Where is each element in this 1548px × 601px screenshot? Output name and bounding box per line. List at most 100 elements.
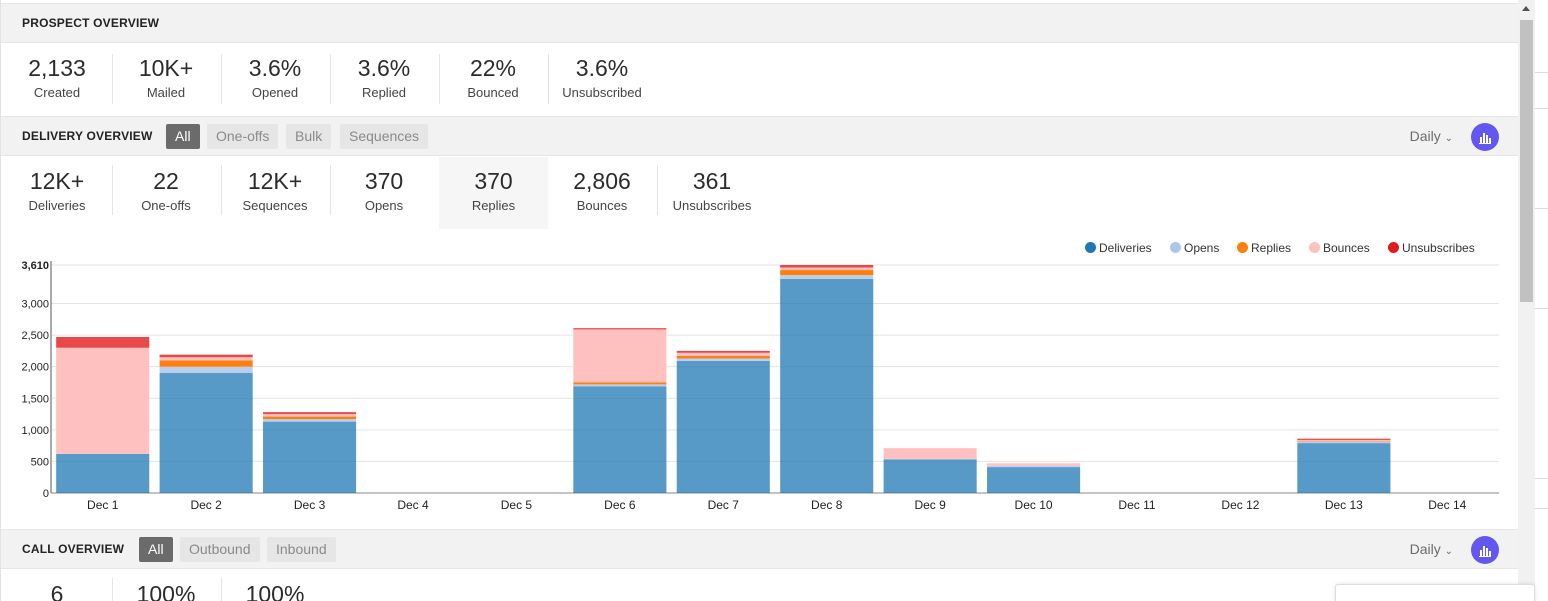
x-tick-label: Dec 5 xyxy=(501,498,533,512)
x-tick-label: Dec 3 xyxy=(294,498,326,512)
vertical-scrollbar[interactable] xyxy=(1518,0,1535,601)
divider xyxy=(112,165,113,215)
bar-segment-opens xyxy=(159,366,253,373)
bar-chart-icon[interactable] xyxy=(1471,536,1499,564)
x-tick-label: Dec 6 xyxy=(604,498,636,512)
stat-mailed[interactable]: 10K+ Mailed xyxy=(112,44,220,104)
legend-item-deliveries[interactable]: Deliveries xyxy=(1085,241,1152,255)
edge-line xyxy=(1535,508,1548,509)
bar-segment-deliveries xyxy=(159,373,253,493)
background-page-edge xyxy=(1535,0,1548,601)
period-label: Daily xyxy=(1409,541,1441,557)
stat-label: Bounced xyxy=(467,85,519,100)
stat-unsubscribed[interactable]: 3.6% Unsubscribed xyxy=(548,44,656,104)
bar-segment-opens xyxy=(1297,441,1391,444)
divider xyxy=(548,54,549,104)
y-tick-label: 0 xyxy=(43,488,49,500)
x-tick-label: Dec 12 xyxy=(1221,498,1259,512)
bar-segment-opens xyxy=(263,419,357,422)
stat-replies[interactable]: 370 Replies xyxy=(439,157,548,229)
bar-segment-bounces xyxy=(987,463,1081,466)
stat-value: 3.6% xyxy=(248,55,302,81)
bar-segment-bounces xyxy=(263,414,357,417)
stat-value: 22 xyxy=(153,168,179,194)
x-tick-label: Dec 11 xyxy=(1118,498,1155,512)
stat-bounces[interactable]: 2,806 Bounces xyxy=(548,157,656,217)
stat-label: Replies xyxy=(471,198,516,213)
legend-item-bounces[interactable]: Bounces xyxy=(1309,241,1370,255)
divider xyxy=(657,165,658,215)
stat-sequences[interactable]: 12K+ Sequences xyxy=(221,157,329,217)
stat-value: 100% xyxy=(245,581,305,601)
edge-line xyxy=(1535,72,1548,73)
divider xyxy=(330,165,331,215)
bar-segment-bounces xyxy=(1297,439,1391,442)
stat-label: One-offs xyxy=(141,198,191,213)
call-stat-1[interactable]: 6 xyxy=(3,570,111,601)
stat-label: Opens xyxy=(364,198,404,213)
period-dropdown[interactable]: Daily ⌄ xyxy=(1410,128,1453,144)
bar-segment-opens xyxy=(987,465,1081,468)
bar-segment-unsubscribes xyxy=(56,337,150,348)
divider xyxy=(221,165,222,215)
bar-segment-deliveries xyxy=(263,421,357,493)
call-filter-all-button[interactable]: All xyxy=(139,537,173,562)
bar-segment-deliveries xyxy=(987,467,1081,493)
call-filter-inbound-button[interactable]: Inbound xyxy=(267,537,336,562)
divider xyxy=(112,578,113,601)
stat-unsubscribes[interactable]: 361 Unsubscribes xyxy=(657,157,767,217)
filter-one-offs-button[interactable]: One-offs xyxy=(207,124,279,149)
legend-label: Opens xyxy=(1184,241,1220,255)
call-stat-3[interactable]: 100% xyxy=(221,570,329,601)
bar-segment-deliveries xyxy=(56,453,150,493)
legend-dot xyxy=(1237,242,1248,253)
x-tick-label: Dec 7 xyxy=(708,498,740,512)
bar-segment-bounces xyxy=(159,357,253,361)
stat-deliveries[interactable]: 12K+ Deliveries xyxy=(3,157,111,217)
stat-one-offs[interactable]: 22 One-offs xyxy=(112,157,220,217)
stat-value: 10K+ xyxy=(138,55,194,81)
edge-line xyxy=(1535,208,1548,209)
stat-label: Mailed xyxy=(146,85,186,100)
divider xyxy=(221,54,222,104)
bar-segment-unsubscribes xyxy=(263,412,357,415)
bar-segment-unsubscribes xyxy=(676,350,770,353)
stat-opened[interactable]: 3.6% Opened xyxy=(221,44,329,104)
bar-segment-unsubscribes xyxy=(780,265,874,268)
edge-line xyxy=(1535,108,1548,109)
prospect-overview-header: PROSPECT OVERVIEW xyxy=(1,3,1519,43)
stat-created[interactable]: 2,133 Created xyxy=(3,44,111,104)
bar-segment-replies xyxy=(1297,441,1391,442)
y-tick-label: 1,000 xyxy=(21,425,49,437)
bar-segment-bounces xyxy=(573,329,667,383)
bar-segment-unsubscribes xyxy=(159,354,253,358)
stat-value: 2,133 xyxy=(28,55,86,81)
filter-sequences-button[interactable]: Sequences xyxy=(340,124,429,149)
chevron-down-icon: ⌄ xyxy=(1444,133,1453,144)
stat-value: 370 xyxy=(364,168,404,194)
call-filter-outbound-button[interactable]: Outbound xyxy=(180,537,260,562)
stat-label: Bounces xyxy=(576,198,628,213)
stat-replied[interactable]: 3.6% Replied xyxy=(330,44,438,104)
popup-edge xyxy=(1335,584,1535,601)
legend-label: Unsubscribes xyxy=(1402,241,1475,255)
divider xyxy=(330,54,331,104)
legend-item-unsubscribes[interactable]: Unsubscribes xyxy=(1388,241,1475,255)
filter-all-button[interactable]: All xyxy=(166,124,200,149)
legend-item-opens[interactable]: Opens xyxy=(1170,241,1219,255)
scroll-up-arrow-icon[interactable] xyxy=(1522,6,1530,11)
stat-bounced[interactable]: 22% Bounced xyxy=(439,44,547,104)
filter-bulk-button[interactable]: Bulk xyxy=(286,124,332,149)
bar-segment-bounces xyxy=(56,347,150,454)
bar-segment-deliveries xyxy=(883,459,977,493)
legend-item-replies[interactable]: Replies xyxy=(1237,241,1291,255)
call-stat-2[interactable]: 100% xyxy=(112,570,220,601)
bar-chart-icon[interactable] xyxy=(1471,123,1499,151)
divider xyxy=(221,578,222,601)
call-period-dropdown[interactable]: Daily ⌄ xyxy=(1410,541,1453,557)
stat-value: 22% xyxy=(469,55,517,81)
legend-label: Deliveries xyxy=(1099,241,1152,255)
stat-opens[interactable]: 370 Opens xyxy=(330,157,438,217)
scroll-thumb[interactable] xyxy=(1520,20,1533,302)
